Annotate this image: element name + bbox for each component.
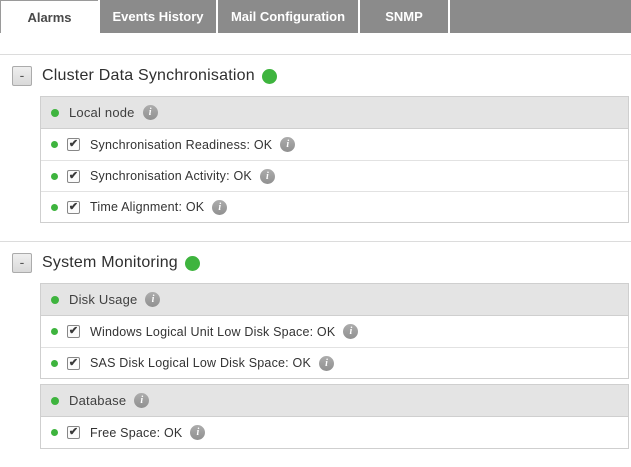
alarm-row-synchronisation-activity: ✔ Synchronisation Activity: OK i xyxy=(41,160,628,191)
group-title: Database xyxy=(69,393,127,408)
info-icon[interactable]: i xyxy=(134,393,150,408)
group-title: Disk Usage xyxy=(69,292,138,307)
info-icon[interactable]: i xyxy=(343,324,359,339)
status-ok-icon xyxy=(51,172,58,180)
alarm-label: Windows Logical Unit Low Disk Space: OK xyxy=(90,324,336,339)
status-ok-icon xyxy=(51,328,58,335)
tab-bar: Alarms Events History Mail Configuration… xyxy=(0,0,631,33)
section-body: Local node i ✔ Synchronisation Readiness… xyxy=(0,96,631,241)
group-disk-usage: Disk Usage i ✔ Windows Logical Unit Low … xyxy=(40,283,629,379)
tab-snmp[interactable]: SNMP xyxy=(360,0,448,33)
status-ok-icon xyxy=(51,429,58,436)
status-ok-icon xyxy=(51,141,58,148)
section-divider xyxy=(0,241,631,242)
status-ok-icon xyxy=(51,108,59,117)
status-ok-icon xyxy=(51,295,59,304)
section-header: - System Monitoring xyxy=(0,242,631,283)
tab-alarms[interactable]: Alarms xyxy=(0,0,98,33)
status-ok-icon xyxy=(51,359,58,367)
alarm-row-sas-disk-logical-low-disk-space: ✔ SAS Disk Logical Low Disk Space: OK i xyxy=(41,347,628,378)
tab-events-history[interactable]: Events History xyxy=(100,0,216,33)
info-icon[interactable]: i xyxy=(318,355,334,371)
section-title: System Monitoring xyxy=(42,254,178,271)
alarm-checkbox[interactable]: ✔ xyxy=(67,426,80,439)
info-icon[interactable]: i xyxy=(145,292,161,307)
alarm-row-synchronisation-readiness: ✔ Synchronisation Readiness: OK i xyxy=(41,129,628,160)
group-header: Disk Usage i xyxy=(41,284,628,316)
group-database: Database i ✔ Free Space: OK i xyxy=(40,384,629,449)
info-icon[interactable]: i xyxy=(280,137,296,152)
tab-mail-configuration[interactable]: Mail Configuration xyxy=(218,0,358,33)
content-top-rule xyxy=(0,54,631,55)
info-icon[interactable]: i xyxy=(259,168,275,184)
alarm-label: Synchronisation Activity: OK xyxy=(90,169,252,183)
collapse-button[interactable]: - xyxy=(12,66,32,86)
alarm-label: Synchronisation Readiness: OK xyxy=(90,137,273,152)
group-header: Database i xyxy=(41,385,628,417)
collapse-button[interactable]: - xyxy=(12,253,32,273)
info-icon[interactable]: i xyxy=(190,425,206,440)
alarm-row-free-space: ✔ Free Space: OK i xyxy=(41,417,628,448)
group-title: Local node xyxy=(69,105,135,120)
alarm-checkbox[interactable]: ✔ xyxy=(67,200,80,214)
section-system-monitoring: - System Monitoring Disk Usage i ✔ Windo… xyxy=(0,242,631,467)
section-cluster-data-synchronisation: - Cluster Data Synchronisation Local nod… xyxy=(0,55,631,241)
alarm-checkbox[interactable]: ✔ xyxy=(67,356,80,370)
tab-bar-filler xyxy=(450,0,631,33)
status-ok-icon xyxy=(184,255,200,271)
section-title: Cluster Data Synchronisation xyxy=(42,67,255,84)
alarm-checkbox[interactable]: ✔ xyxy=(67,325,80,338)
alarm-label: SAS Disk Logical Low Disk Space: OK xyxy=(90,356,311,370)
alarm-label: Free Space: OK xyxy=(90,425,183,440)
section-body: Disk Usage i ✔ Windows Logical Unit Low … xyxy=(0,283,631,467)
alarm-checkbox[interactable]: ✔ xyxy=(67,169,80,183)
alarm-row-windows-logical-unit-low-disk-space: ✔ Windows Logical Unit Low Disk Space: O… xyxy=(41,316,628,347)
alarm-checkbox[interactable]: ✔ xyxy=(67,138,80,151)
status-ok-icon xyxy=(261,68,277,84)
alarm-row-time-alignment: ✔ Time Alignment: OK i xyxy=(41,191,628,222)
group-local-node: Local node i ✔ Synchronisation Readiness… xyxy=(40,96,629,223)
status-ok-icon xyxy=(51,396,59,405)
group-header: Local node i xyxy=(41,97,628,129)
section-header: - Cluster Data Synchronisation xyxy=(0,55,631,96)
alarm-label: Time Alignment: OK xyxy=(90,200,205,214)
status-ok-icon xyxy=(51,203,58,211)
info-icon[interactable]: i xyxy=(142,105,158,120)
info-icon[interactable]: i xyxy=(212,199,228,215)
